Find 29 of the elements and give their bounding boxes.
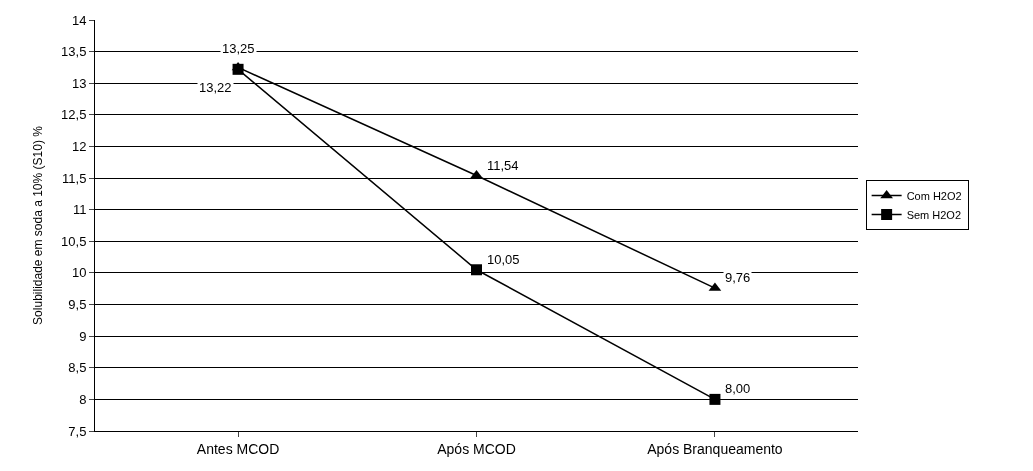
data-label: 11,54 — [487, 158, 519, 173]
data-label: 10,05 — [487, 252, 520, 267]
point — [471, 264, 482, 276]
y-tick-label: 12 — [71, 139, 87, 155]
y-tick-label: 7,5 — [68, 423, 87, 439]
data-label: 13,22 — [199, 80, 232, 95]
y-tick-label: 8 — [79, 391, 87, 407]
y-tick-label: 11 — [72, 202, 87, 218]
y-tick-label: 9,5 — [68, 297, 87, 313]
x-tick-label: Após Branqueamento — [647, 440, 783, 457]
point — [232, 63, 244, 75]
point — [709, 393, 721, 405]
y-tick-label: 13 — [71, 75, 87, 91]
y-tick-label: 10,5 — [61, 233, 87, 249]
data-label: 8,00 — [725, 381, 751, 396]
y-tick-label: 14 — [71, 12, 87, 28]
legend-label: Sem H2O2 — [906, 208, 962, 221]
y-tick-label: 12,5 — [61, 107, 87, 123]
legend-label: Com H2O2 — [906, 189, 962, 202]
y-axis-title: Solubilidade em soda a 10% (S10) % — [31, 125, 46, 325]
y-tick-label: 13,5 — [61, 44, 87, 60]
y-tick-label: 9 — [79, 328, 87, 344]
y-tick-label: 10 — [71, 265, 87, 281]
data-label: 9,76 — [725, 270, 751, 285]
y-tick-label: 8,5 — [68, 360, 87, 376]
y-tick-label: 11,5 — [62, 170, 87, 186]
x-tick-label: Antes MCOD — [196, 440, 280, 457]
x-tick-label: Após MCOD — [437, 440, 516, 457]
data-label: 13,25 — [222, 41, 255, 56]
